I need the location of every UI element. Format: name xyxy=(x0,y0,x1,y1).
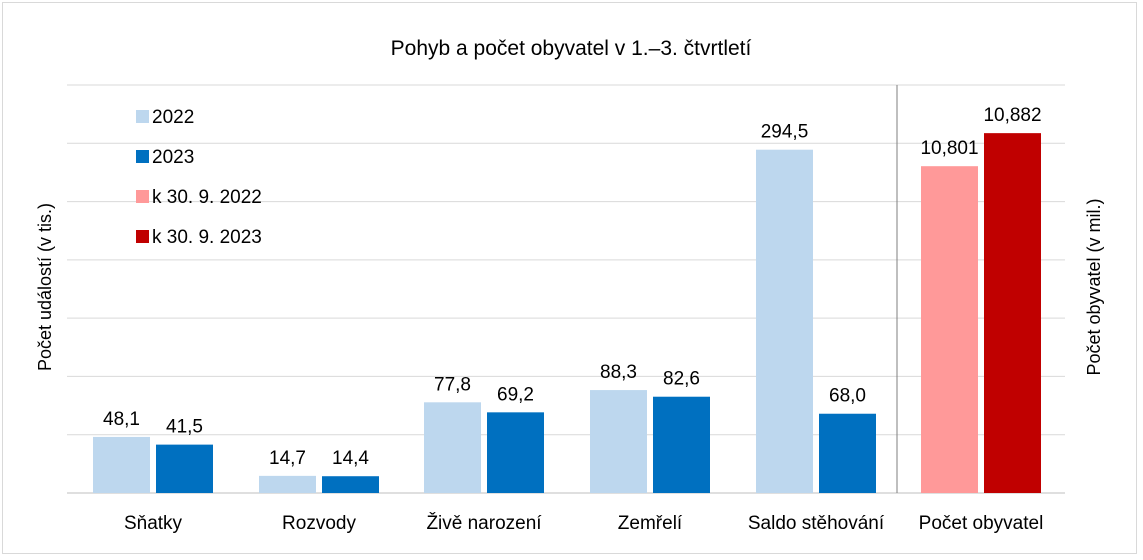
bar-Zemřelí-2022 xyxy=(590,390,647,493)
data-label: 41,5 xyxy=(166,417,203,438)
bar-Živě narození-2023 xyxy=(487,412,544,493)
data-label: 14,4 xyxy=(332,448,369,469)
bar-Sňatky-2022 xyxy=(93,436,150,493)
bar-Zemřelí-2023 xyxy=(653,396,710,493)
legend-swatch xyxy=(136,230,149,243)
legend-label: k 30. 9. 2022 xyxy=(152,187,262,208)
data-label: 88,3 xyxy=(600,362,637,383)
data-label: 294,5 xyxy=(761,122,809,143)
bar-Živě narození-2022 xyxy=(424,402,481,493)
legend-swatch xyxy=(136,190,149,203)
chart-svg: 48,1 41,5 14,7 14,4 77,8 69,2 88,3 82,6 294,5 68,… xyxy=(35,37,1104,534)
bar-Saldo stěhování-2022 xyxy=(756,149,813,493)
legend: 2022 2023 k 30. 9. 2022 k 30. 9. 2023 xyxy=(136,107,262,248)
data-label: 82,6 xyxy=(663,369,700,390)
data-label: 14,7 xyxy=(269,448,306,469)
chart-title: Pohyb a počet obyvatel v 1.–3. čtvrtletí xyxy=(391,37,752,60)
data-label: 10,801 xyxy=(920,138,978,159)
y-axis-right-label: Počet obyvatel (v mil.) xyxy=(1084,198,1104,375)
x-tick-label: Živě narození xyxy=(426,512,542,534)
data-label: 77,8 xyxy=(434,374,471,395)
x-tick-label: Sňatky xyxy=(124,513,183,534)
bar-Rozvody-2023 xyxy=(322,476,379,493)
data-label: 68,0 xyxy=(829,386,866,407)
x-tick-label: Počet obyvatel xyxy=(919,513,1044,534)
legend-swatch xyxy=(136,110,149,123)
bar-Sňatky-2023 xyxy=(156,444,213,493)
x-tick-label: Zemřelí xyxy=(618,513,683,534)
bar-Počet obyvatel-k 30. 9. 2022 xyxy=(921,166,978,493)
legend-swatch xyxy=(136,150,149,163)
bar-Počet obyvatel-k 30. 9. 2023 xyxy=(984,133,1041,494)
x-tick-labels: Sňatky Rozvody Živě narození Zemřelí Saldo s… xyxy=(124,512,1043,534)
data-label: 10,882 xyxy=(983,105,1041,126)
data-label: 69,2 xyxy=(497,384,534,405)
data-label: 48,1 xyxy=(103,409,140,430)
x-tick-label: Saldo stěhování xyxy=(748,513,885,534)
chart-frame: 48,1 41,5 14,7 14,4 77,8 69,2 88,3 82,6 294,5 68,… xyxy=(2,2,1137,554)
gridlines xyxy=(67,84,1065,494)
bar-Saldo stěhování-2023 xyxy=(819,413,876,493)
y-axis-left-label: Počet událostí (v tis.) xyxy=(35,203,55,371)
bars xyxy=(93,133,1041,494)
data-labels: 48,1 41,5 14,7 14,4 77,8 69,2 88,3 82,6 294,5 68,… xyxy=(103,105,1042,469)
x-tick-label: Rozvody xyxy=(282,513,356,534)
legend-label: k 30. 9. 2023 xyxy=(152,227,262,248)
legend-label: 2023 xyxy=(152,147,194,168)
bar-Rozvody-2022 xyxy=(259,475,316,493)
legend-label: 2022 xyxy=(152,107,194,128)
